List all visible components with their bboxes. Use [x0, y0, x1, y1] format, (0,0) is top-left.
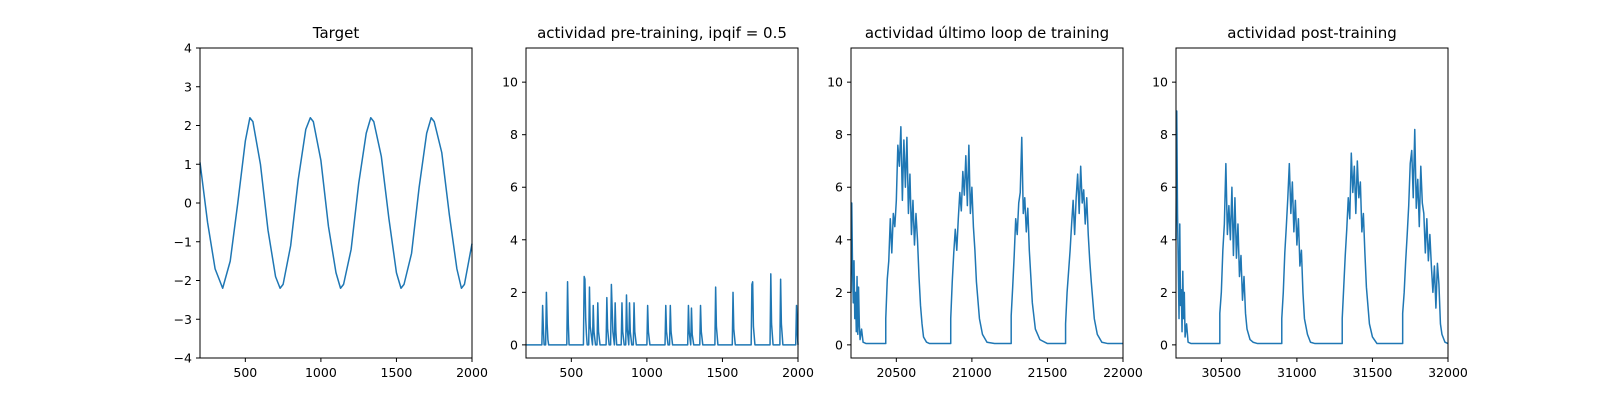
- y-tick-label: 0: [184, 196, 192, 211]
- y-tick-label: 10: [827, 75, 843, 90]
- x-tick-label: 20500: [876, 365, 916, 380]
- x-tick-label: 32000: [1428, 365, 1468, 380]
- y-tick-label: 6: [510, 180, 518, 195]
- plot-frame: [199, 47, 473, 359]
- x-tick-label: 31000: [1277, 365, 1317, 380]
- plot-frame: [1175, 47, 1449, 359]
- plot-frame: [850, 47, 1124, 359]
- x-tick-label: 1000: [305, 365, 337, 380]
- y-tick-label: 2: [184, 118, 192, 133]
- y-tick-label: 2: [1160, 285, 1168, 300]
- chart-title: Target: [312, 24, 360, 42]
- plot-frame: [525, 47, 799, 359]
- x-tick-label: 31500: [1353, 365, 1393, 380]
- x-tick-label: 21500: [1028, 365, 1068, 380]
- chart-panel-4: actividad post-training 30500 31000 31500 32…: [1152, 24, 1468, 380]
- chart-panel-2: actividad pre-training, ipqif = 0.5 500 10…: [502, 24, 814, 380]
- y-tick-label: 8: [835, 127, 843, 142]
- chart-title: actividad último loop de training: [865, 24, 1109, 42]
- series-line-1: [526, 273, 799, 346]
- chart-title: actividad pre-training, ipqif = 0.5: [537, 24, 787, 42]
- y-tick-label: 0: [835, 337, 843, 352]
- x-tick-label: 500: [233, 365, 257, 380]
- x-tick-label: 30500: [1201, 365, 1241, 380]
- y-tick-label: 3: [184, 79, 192, 94]
- y-tick-label: 2: [835, 285, 843, 300]
- y-tick-label: 4: [1160, 232, 1168, 247]
- y-tick-label: 0: [510, 337, 518, 352]
- series-line-1: [850, 126, 1123, 345]
- y-tick-label: 4: [510, 232, 518, 247]
- y-tick-label: 8: [510, 127, 518, 142]
- x-tick-label: 21000: [952, 365, 992, 380]
- x-tick-label: 500: [559, 365, 583, 380]
- chart-title: actividad post-training: [1227, 24, 1396, 42]
- y-tick-label: 4: [835, 232, 843, 247]
- chart-panel-1: Target 500 1000 1500 2000 −4 −3 −2 −1 0 1 2 3 4: [174, 24, 488, 380]
- y-tick-label: 2: [510, 285, 518, 300]
- x-tick-label: 22000: [1103, 365, 1143, 380]
- y-tick-label: 8: [1160, 127, 1168, 142]
- y-tick-label: −3: [174, 312, 192, 327]
- x-tick-label: 2000: [456, 365, 488, 380]
- y-tick-label: −2: [174, 273, 192, 288]
- x-tick-label: 2000: [782, 365, 814, 380]
- x-tick-label: 1500: [381, 365, 413, 380]
- y-tick-label: 0: [1160, 337, 1168, 352]
- y-tick-label: 1: [184, 157, 192, 172]
- y-tick-label: 6: [835, 180, 843, 195]
- y-tick-label: 10: [502, 75, 518, 90]
- series-line-1: [1175, 110, 1449, 345]
- y-tick-label: 10: [1152, 75, 1168, 90]
- x-tick-label: 1000: [631, 365, 663, 380]
- y-tick-label: −4: [174, 351, 192, 366]
- y-tick-label: 6: [1160, 180, 1168, 195]
- y-tick-label: −1: [174, 234, 192, 249]
- y-tick-label: 4: [184, 41, 192, 56]
- series-line-1: [199, 117, 473, 289]
- x-tick-label: 1500: [707, 365, 739, 380]
